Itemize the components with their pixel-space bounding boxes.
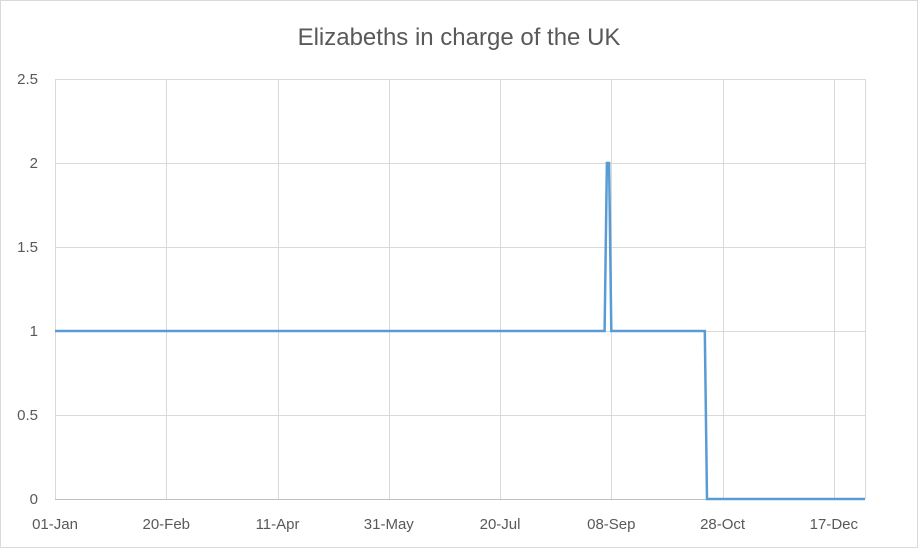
- y-tick-label: 0: [30, 491, 38, 508]
- gridlines: [55, 79, 866, 499]
- chart-title: Elizabeths in charge of the UK: [298, 24, 621, 51]
- x-tick-label: 08-Sep: [587, 516, 635, 533]
- y-tick-label: 2.5: [17, 71, 38, 88]
- x-tick-label: 20-Jul: [480, 516, 521, 533]
- series-layer: [55, 161, 865, 501]
- y-tick-label: 1: [30, 323, 38, 340]
- x-tick-label: 11-Apr: [256, 516, 300, 533]
- x-tick-label: 28-Oct: [700, 516, 746, 533]
- x-tick-label: 31-May: [364, 516, 415, 533]
- y-tick-label: 2: [30, 155, 38, 172]
- x-tick-label: 01-Jan: [32, 516, 78, 533]
- x-tick-label: 20-Feb: [142, 516, 190, 533]
- tick-labels: 0 0.5 1 1.5 2 2.5 01-Jan 20-Feb 11-Apr 31-May 20-J…: [17, 71, 858, 533]
- y-tick-label: 0.5: [17, 407, 38, 424]
- y-tick-label: 1.5: [17, 239, 38, 256]
- series-line: [55, 161, 865, 501]
- x-tick-label: 17-Dec: [810, 516, 859, 533]
